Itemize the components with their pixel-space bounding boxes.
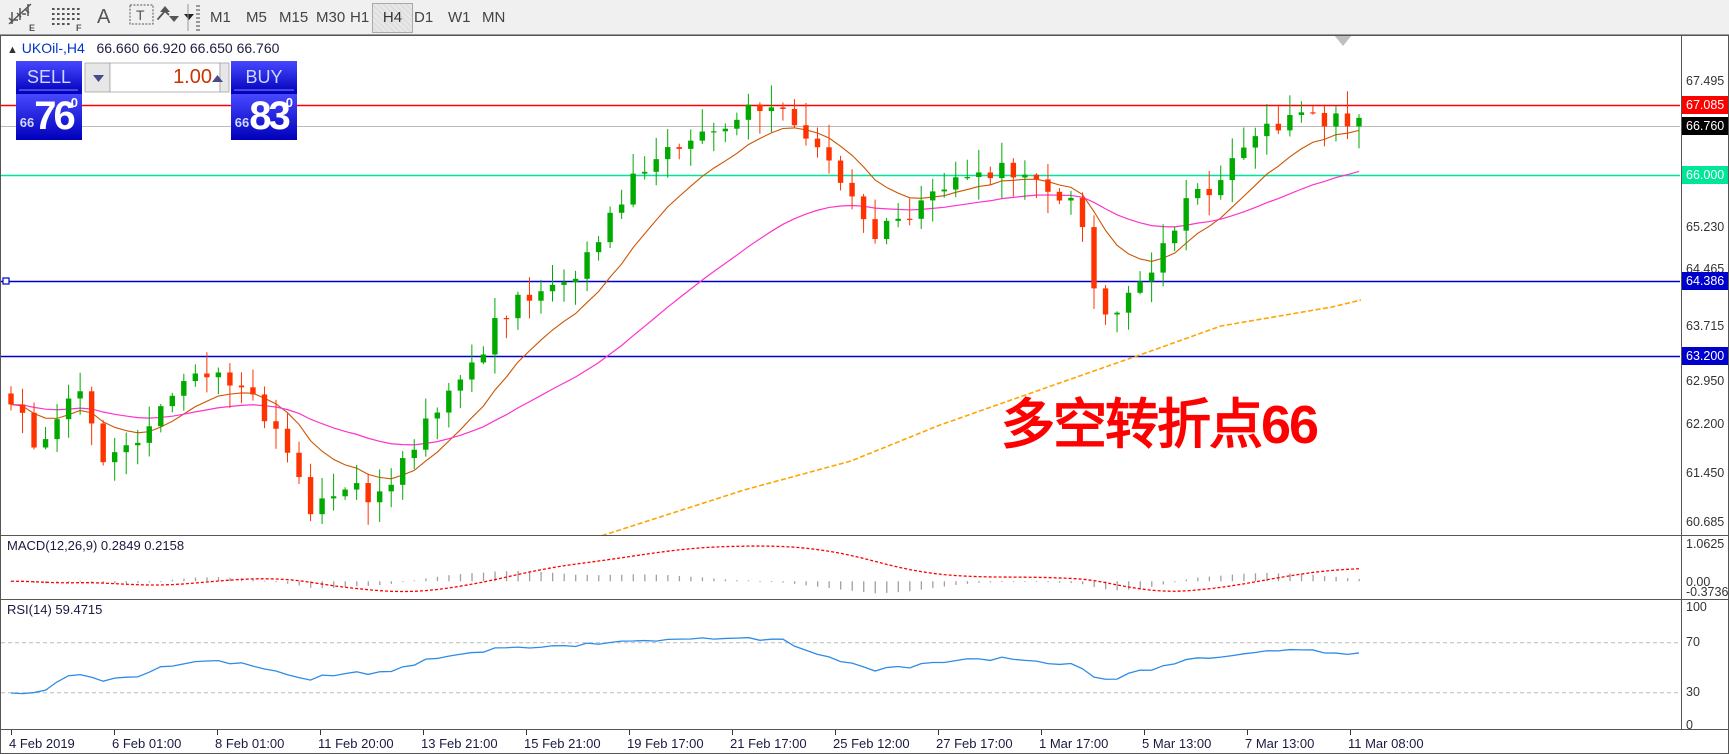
svg-text:A: A	[97, 6, 111, 28]
svg-text:F: F	[76, 23, 82, 33]
svg-text:T: T	[136, 7, 145, 23]
svg-text:E: E	[29, 23, 35, 33]
